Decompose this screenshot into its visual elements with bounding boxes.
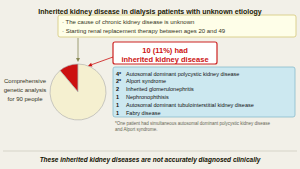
svg-text:· The cause of chronic kidney: · The cause of chronic kidney disease is…	[62, 19, 194, 25]
svg-text:Autosomal dominant polycystic: Autosomal dominant polycystic kidney dis…	[126, 71, 239, 77]
svg-text:10 (11%) had: 10 (11%) had	[142, 46, 188, 55]
svg-text:*One patient had simultaneous: *One patient had simultaneous autosomal …	[115, 121, 271, 126]
svg-text:· Starting renal replacement t: · Starting renal replacement therapy bet…	[62, 28, 226, 34]
svg-text:1: 1	[116, 94, 119, 100]
svg-text:1: 1	[116, 110, 119, 116]
svg-text:4*: 4*	[116, 71, 122, 77]
svg-text:Inherited kidney disease in di: Inherited kidney disease in dialysis pat…	[38, 8, 261, 16]
svg-text:2*: 2*	[116, 78, 122, 84]
svg-text:Alport syndrome: Alport syndrome	[126, 78, 166, 84]
svg-text:These inherited kidney disease: These inherited kidney diseases are not …	[40, 156, 261, 164]
svg-text:genetic analysis: genetic analysis	[4, 87, 47, 93]
svg-text:Comprehensive: Comprehensive	[4, 78, 47, 84]
svg-text:Fabry disease: Fabry disease	[126, 110, 161, 116]
svg-text:Autosomal dominant tubulointer: Autosomal dominant tubulointerstitial ki…	[126, 102, 254, 108]
svg-text:inherited kidney disease: inherited kidney disease	[121, 55, 208, 64]
svg-text:for 90 people: for 90 people	[7, 96, 43, 102]
svg-text:Nephronophthisis: Nephronophthisis	[126, 94, 169, 100]
svg-text:1: 1	[116, 102, 119, 108]
svg-text:2: 2	[116, 86, 119, 92]
svg-text:and Alport syndrome.: and Alport syndrome.	[115, 127, 158, 132]
svg-text:Inherited glomerulonephritis: Inherited glomerulonephritis	[126, 86, 194, 92]
